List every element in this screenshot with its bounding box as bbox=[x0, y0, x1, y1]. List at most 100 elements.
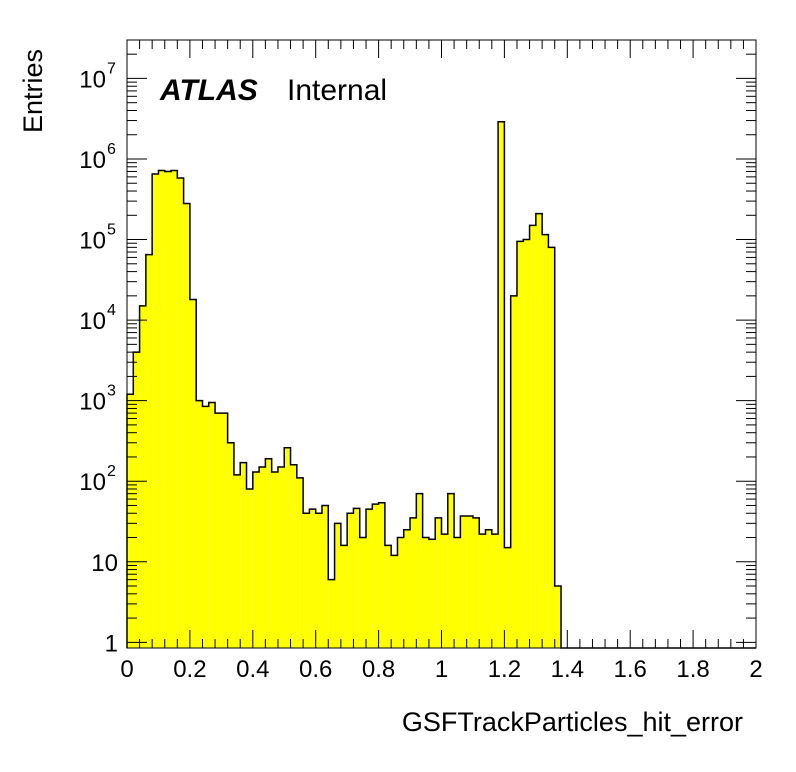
x-axis-tick-labels: 0 0.2 0.4 0.6 0.8 1 1.2 1.4 1.6 1.8 2 bbox=[120, 656, 762, 683]
histogram-bin-4 bbox=[152, 174, 159, 648]
y-tick-label-exponent: 5 bbox=[107, 222, 116, 239]
histogram-bin-21 bbox=[259, 467, 266, 648]
histogram-bin-37 bbox=[359, 537, 367, 648]
histogram-bin-64 bbox=[529, 225, 536, 648]
histogram-bin-23 bbox=[271, 472, 278, 648]
histogram-bin-20 bbox=[252, 472, 260, 648]
histogram-bin-5 bbox=[158, 170, 165, 649]
histogram-bin-60 bbox=[504, 547, 511, 648]
histogram-bin-25 bbox=[284, 447, 291, 648]
histogram-bin-65 bbox=[535, 213, 543, 648]
histogram-bin-52 bbox=[454, 537, 461, 648]
x-axis-title: GSFTrackParticles_hit_error bbox=[402, 707, 743, 737]
y-tick-label-text: 1 bbox=[105, 630, 118, 657]
histogram-bin-58 bbox=[491, 534, 499, 648]
histogram-bin-22 bbox=[265, 458, 272, 648]
histogram-bin-50 bbox=[441, 534, 448, 648]
histogram-bin-0 bbox=[127, 394, 134, 648]
x-tick-label: 0.8 bbox=[362, 656, 395, 683]
y-axis-title: Entries bbox=[18, 49, 48, 133]
histogram-bin-30 bbox=[315, 513, 322, 648]
histogram-bin-10 bbox=[189, 299, 197, 648]
histogram-bin-19 bbox=[246, 489, 253, 648]
histogram-bin-16 bbox=[227, 442, 234, 648]
histogram-bin-44 bbox=[403, 529, 411, 648]
histogram-bin-7 bbox=[171, 170, 178, 649]
y-tick-label-exponent: 4 bbox=[107, 302, 116, 319]
histogram-bin-29 bbox=[309, 509, 316, 648]
histogram-bin-2 bbox=[139, 305, 146, 648]
y-tick-label: 10 3 bbox=[79, 383, 116, 416]
y-tick-label: 1 bbox=[105, 630, 118, 657]
x-axis-ticks bbox=[126, 40, 757, 648]
x-tick-label: 1.6 bbox=[614, 656, 647, 683]
x-tick-label: 1.8 bbox=[676, 656, 709, 683]
histogram-bin-47 bbox=[422, 537, 429, 648]
histogram-bin-13 bbox=[208, 402, 216, 648]
y-tick-label: 10 5 bbox=[79, 222, 116, 255]
histogram-bin-32 bbox=[328, 579, 335, 648]
histogram-bin-11 bbox=[196, 400, 203, 648]
y-axis-ticks bbox=[127, 39, 756, 643]
x-tick-label: 1.4 bbox=[551, 656, 584, 683]
histogram-bin-68 bbox=[554, 586, 562, 648]
histogram-bin-1 bbox=[133, 352, 140, 648]
histogram-bin-12 bbox=[202, 406, 209, 648]
y-tick-label-exponent: 7 bbox=[107, 60, 116, 77]
x-tick-label: 0.6 bbox=[299, 656, 332, 683]
histogram-bin-35 bbox=[347, 513, 354, 648]
histogram-bin-38 bbox=[366, 509, 373, 648]
histogram-bin-56 bbox=[479, 534, 486, 648]
histogram-bin-51 bbox=[447, 493, 455, 648]
y-tick-label-base: 10 bbox=[79, 389, 106, 416]
x-tick-label: 1.2 bbox=[488, 656, 521, 683]
histogram-bin-43 bbox=[397, 537, 404, 648]
histogram-bin-31 bbox=[321, 505, 329, 648]
histogram-bin-17 bbox=[233, 474, 241, 648]
x-tick-label: 0 bbox=[120, 656, 133, 683]
histogram-bin-66 bbox=[542, 234, 549, 649]
histogram-bin-34 bbox=[340, 545, 348, 648]
histogram-bin-8 bbox=[177, 178, 184, 648]
y-tick-label-exponent: 3 bbox=[107, 383, 116, 400]
histogram-bin-39 bbox=[372, 504, 379, 648]
histogram-bin-6 bbox=[164, 171, 172, 649]
histogram-bin-59 bbox=[498, 121, 505, 648]
histogram-bin-40 bbox=[378, 502, 385, 648]
histogram-bin-24 bbox=[277, 467, 285, 648]
histogram-bin-53 bbox=[460, 515, 467, 648]
y-tick-label: 10 2 bbox=[79, 463, 116, 496]
histogram-bin-63 bbox=[523, 239, 530, 648]
histogram-bin-27 bbox=[296, 477, 304, 648]
histogram-bin-14 bbox=[215, 413, 222, 648]
histogram-bin-28 bbox=[303, 513, 310, 648]
y-tick-label: 10 bbox=[91, 550, 118, 577]
histogram-bars bbox=[126, 120, 756, 649]
x-tick-label: 0.2 bbox=[173, 656, 206, 683]
histogram-bin-46 bbox=[416, 493, 423, 648]
y-tick-label: 10 7 bbox=[79, 60, 116, 93]
y-tick-label-base: 10 bbox=[79, 66, 106, 93]
histogram-bin-45 bbox=[410, 517, 417, 648]
y-tick-label-base: 10 bbox=[79, 308, 106, 335]
x-tick-label: 2 bbox=[749, 656, 762, 683]
histogram-bin-48 bbox=[428, 539, 436, 648]
x-tick-label: 1 bbox=[435, 656, 448, 683]
histogram-bin-9 bbox=[183, 203, 190, 649]
histogram-bin-67 bbox=[548, 247, 555, 648]
histogram-bin-41 bbox=[384, 545, 392, 648]
histogram-bin-36 bbox=[353, 508, 360, 648]
histogram-bin-3 bbox=[145, 254, 153, 648]
histogram-bin-49 bbox=[435, 517, 442, 648]
y-tick-label: 10 6 bbox=[79, 141, 116, 174]
histogram-bin-55 bbox=[472, 517, 480, 648]
histogram-bin-62 bbox=[516, 241, 524, 648]
y-tick-label-base: 10 bbox=[79, 147, 106, 174]
y-tick-label-base: 10 bbox=[79, 228, 106, 255]
histogram-bin-42 bbox=[391, 555, 398, 648]
histogram-bin-18 bbox=[240, 462, 247, 648]
y-tick-label: 10 4 bbox=[79, 302, 116, 335]
internal-label: Internal bbox=[287, 74, 387, 107]
histogram-bin-57 bbox=[485, 529, 492, 648]
